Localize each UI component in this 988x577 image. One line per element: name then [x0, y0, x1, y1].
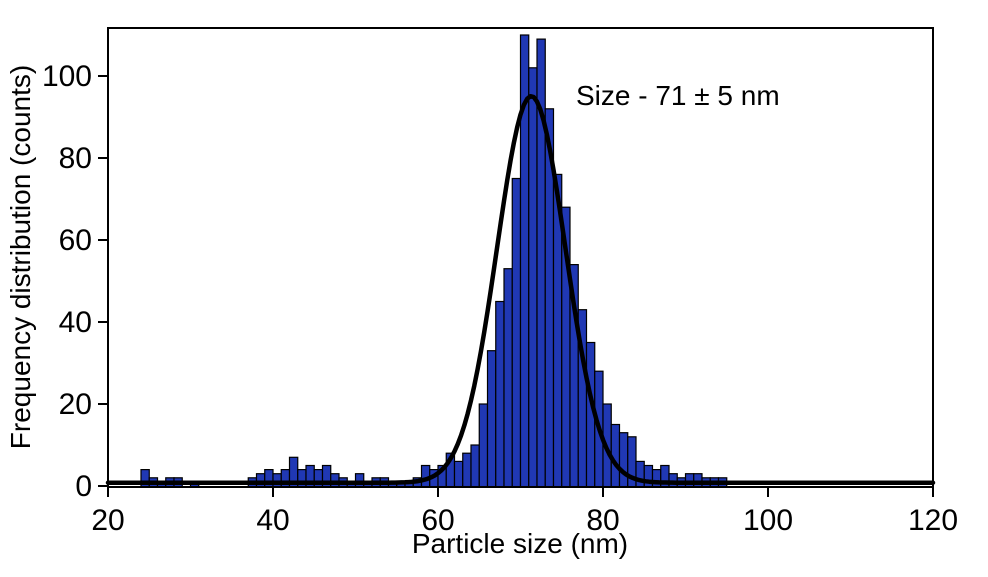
- gaussian-fit-curve: [105, 93, 936, 485]
- x-tick-label: 120: [908, 504, 958, 537]
- histogram-bar: [511, 177, 522, 488]
- x-tick-label: 100: [743, 504, 793, 537]
- x-tick-label: 40: [256, 504, 289, 537]
- histogram-bar: [478, 403, 489, 488]
- y-tick-label: 100: [42, 60, 92, 93]
- histogram-bar: [354, 473, 365, 488]
- histogram-bar: [453, 460, 464, 488]
- y-tick-label: 80: [59, 142, 92, 175]
- y-axis-label: Frequency distribution (counts): [5, 65, 36, 449]
- histogram-bar: [486, 350, 497, 488]
- histogram-bar: [272, 473, 282, 488]
- histogram-bar: [693, 473, 703, 488]
- histogram-bar: [255, 473, 266, 488]
- y-tick-label: 0: [75, 470, 92, 503]
- plot-frame: [107, 27, 934, 488]
- axis-ticks-group: [98, 75, 934, 497]
- histogram-bar: [462, 452, 472, 488]
- x-axis-label: Particle size (nm): [412, 528, 628, 559]
- y-tick-label: 40: [59, 306, 92, 339]
- histogram-bar: [618, 432, 629, 488]
- histogram-bar: [330, 473, 340, 488]
- histogram-bar: [528, 67, 538, 488]
- y-tick-label: 60: [59, 224, 92, 257]
- x-tick-label: 80: [586, 504, 619, 537]
- x-tick-label: 60: [421, 504, 454, 537]
- histogram-bar: [635, 460, 645, 488]
- histogram-bar: [495, 300, 505, 488]
- histogram-bar: [503, 268, 513, 488]
- histogram-bar: [684, 473, 695, 488]
- y-tick-label: 20: [59, 388, 92, 421]
- x-tick-label: 20: [91, 504, 124, 537]
- annotation-size-label: Size - 71 ± 5 nm: [576, 80, 780, 111]
- histogram-bar: [470, 444, 480, 488]
